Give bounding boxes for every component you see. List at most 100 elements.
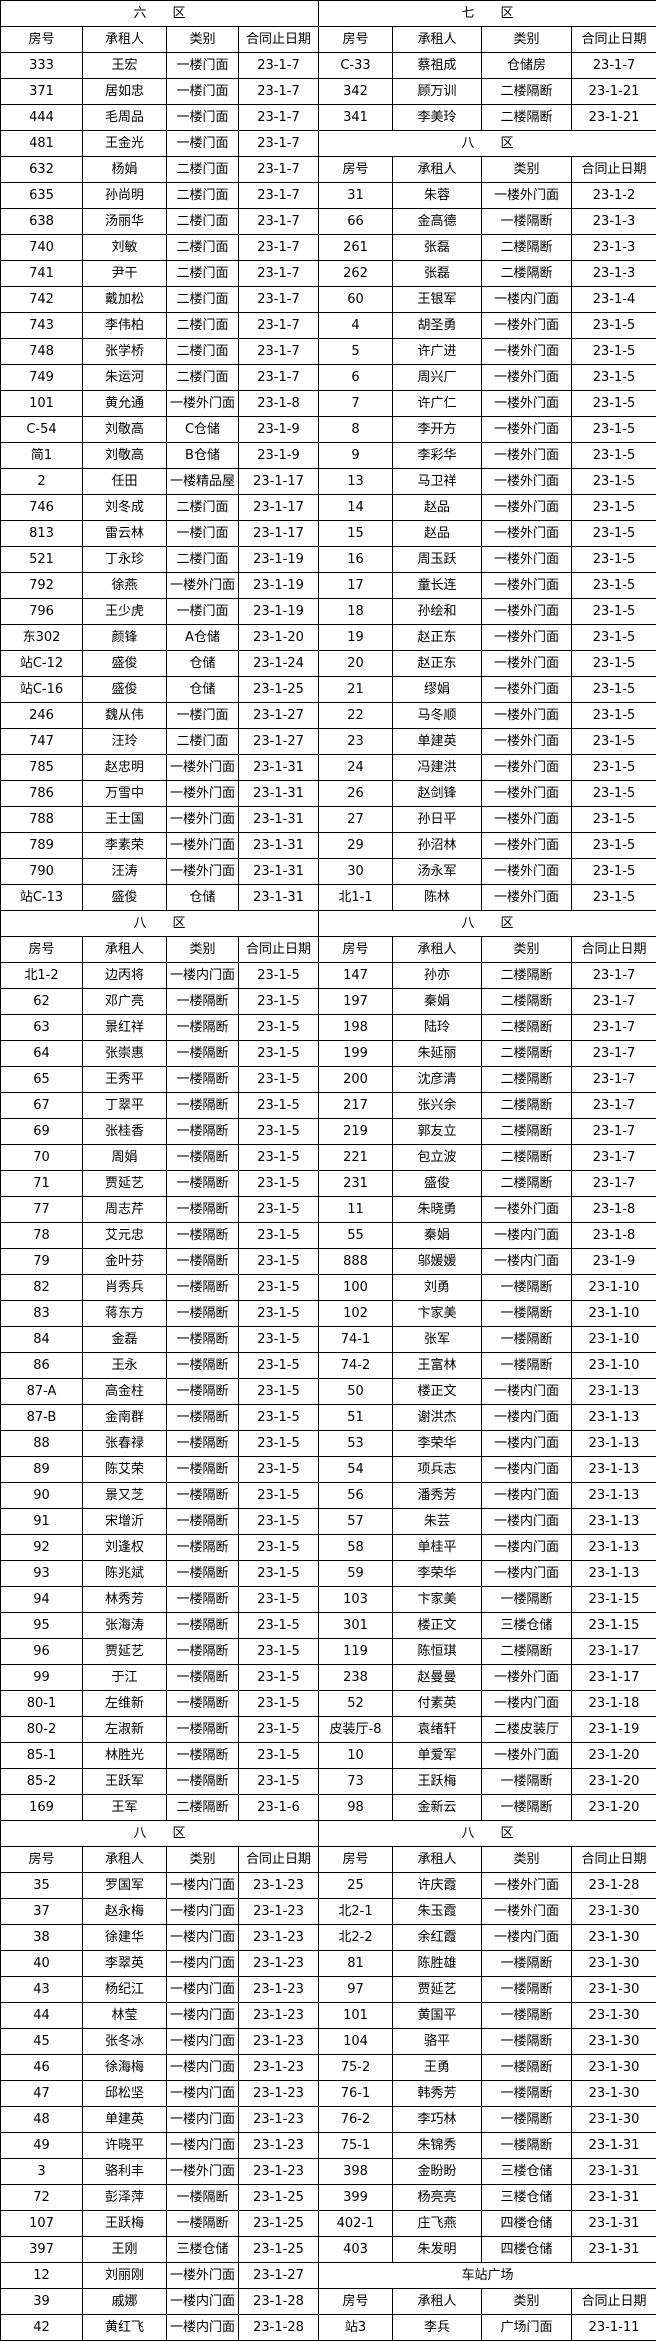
category-cell: 一楼门面 bbox=[166, 598, 239, 625]
category-cell: 一楼精品屋 bbox=[166, 468, 239, 495]
room-number-cell: 341 bbox=[318, 104, 394, 131]
table-row: 69 张桂香 一楼隔断 23-1-5 219 郭友立 二楼隔断 23-1-7 bbox=[0, 1118, 656, 1145]
category-cell: 一楼外门面 bbox=[166, 858, 239, 885]
room-number-cell: 站C-12 bbox=[0, 650, 83, 677]
category-cell: 一楼外门面 bbox=[166, 754, 239, 781]
end-date-cell: 23-1-30 bbox=[571, 2106, 656, 2133]
room-number-cell: 11 bbox=[318, 1196, 394, 1223]
end-date-cell: 23-1-7 bbox=[237, 78, 320, 105]
end-date-cell: 23-1-7 bbox=[571, 1040, 656, 1067]
end-date-cell: 23-1-17 bbox=[237, 494, 320, 521]
tenant-cell: 赵剑锋 bbox=[392, 780, 483, 807]
header-room-number: 房号 bbox=[0, 1846, 83, 1873]
room-number-cell: 35 bbox=[0, 1872, 83, 1899]
tenant-cell: 徐海梅 bbox=[82, 2054, 167, 2081]
category-cell: 二楼门面 bbox=[166, 234, 239, 261]
category-cell: 一楼外门面 bbox=[481, 884, 573, 911]
end-date-cell: 23-1-5 bbox=[571, 572, 656, 599]
room-number-cell: 52 bbox=[318, 1690, 394, 1717]
end-date-cell: 23-1-7 bbox=[571, 1118, 656, 1145]
section-title: 八 区 bbox=[318, 1820, 656, 1847]
category-cell: 一楼内门面 bbox=[481, 1560, 573, 1587]
room-number-cell: 342 bbox=[318, 78, 394, 105]
category-cell: 一楼内门面 bbox=[481, 1690, 573, 1717]
table-row: 743 李伟柏 二楼门面 23-1-7 4 胡圣勇 一楼外门面 23-1-5 bbox=[0, 312, 656, 339]
tenant-cell: 单爱军 bbox=[392, 1742, 483, 1769]
end-date-cell: 23-1-5 bbox=[237, 1326, 320, 1353]
end-date-cell: 23-1-23 bbox=[237, 1924, 320, 1951]
room-number-cell: 99 bbox=[0, 1664, 83, 1691]
end-date-cell: 23-1-13 bbox=[571, 1508, 656, 1535]
tenant-cell: 朱运河 bbox=[82, 364, 167, 391]
tenant-cell: 王刚 bbox=[82, 2236, 167, 2263]
table-row: 749 朱运河 二楼门面 23-1-7 6 周兴厂 一楼外门面 23-1-5 bbox=[0, 364, 656, 391]
room-number-cell: 80-2 bbox=[0, 1716, 83, 1743]
room-number-cell: 398 bbox=[318, 2158, 394, 2185]
room-number-cell: 785 bbox=[0, 754, 83, 781]
category-cell: 一楼内门面 bbox=[166, 1924, 239, 1951]
end-date-cell: 23-1-7 bbox=[237, 286, 320, 313]
tenant-cell: 汤丽华 bbox=[82, 208, 167, 235]
category-cell: 一楼隔断 bbox=[481, 2080, 573, 2107]
tenant-cell: 赵忠明 bbox=[82, 754, 167, 781]
table-row: 80-2 左淑新 一楼隔断 23-1-5 皮装厅-8 袁绪轩 二楼皮装厅 23-1-19 bbox=[0, 1716, 656, 1743]
table-row: 796 王少虎 一楼门面 23-1-19 18 孙绘和 一楼外门面 23-1-5 bbox=[0, 598, 656, 625]
room-number-cell: 86 bbox=[0, 1352, 83, 1379]
tenant-cell: 盛俊 bbox=[82, 676, 167, 703]
room-number-cell: 66 bbox=[318, 208, 394, 235]
tenant-cell: 韩秀芳 bbox=[392, 2080, 483, 2107]
section-title: 七 区 bbox=[318, 0, 656, 27]
tenant-cell: 丁翠平 bbox=[82, 1092, 167, 1119]
category-cell: 一楼外门面 bbox=[166, 780, 239, 807]
end-date-cell: 23-1-5 bbox=[237, 1118, 320, 1145]
category-cell: 一楼内门面 bbox=[166, 1950, 239, 1977]
end-date-cell: 23-1-31 bbox=[571, 2132, 656, 2159]
table-row: 169 王军 二楼隔断 23-1-6 98 金新云 一楼隔断 23-1-20 bbox=[0, 1794, 656, 1821]
room-number-cell: C-33 bbox=[318, 52, 394, 79]
room-number-cell: 481 bbox=[0, 130, 83, 157]
end-date-cell: 23-1-13 bbox=[571, 1482, 656, 1509]
category-cell: 广场门面 bbox=[481, 2314, 573, 2341]
category-cell: 二楼隔断 bbox=[481, 1118, 573, 1145]
category-cell: 一楼隔断 bbox=[481, 2132, 573, 2159]
tenant-cell: 楼正文 bbox=[392, 1378, 483, 1405]
tenant-cell: 王少虎 bbox=[82, 598, 167, 625]
room-number-cell: 站3 bbox=[318, 2314, 394, 2341]
end-date-cell: 23-1-20 bbox=[571, 1794, 656, 1821]
room-number-cell: 北2-2 bbox=[318, 1924, 394, 1951]
room-number-cell: 21 bbox=[318, 676, 394, 703]
table-row: 站C-13 盛俊 仓储 23-1-31 北1-1 陈林 一楼外门面 23-1-5 bbox=[0, 884, 656, 911]
header-end-date: 合同止日期 bbox=[571, 2288, 656, 2315]
room-number-cell: 16 bbox=[318, 546, 394, 573]
end-date-cell: 23-1-7 bbox=[237, 156, 320, 183]
category-cell: 二楼门面 bbox=[166, 156, 239, 183]
header-tenant: 承租人 bbox=[82, 26, 167, 53]
category-cell: 一楼内门面 bbox=[166, 962, 239, 989]
tenant-cell: 王跃梅 bbox=[82, 2210, 167, 2237]
header-tenant: 承租人 bbox=[392, 156, 483, 183]
room-number-cell: 75-1 bbox=[318, 2132, 394, 2159]
room-number-cell: 57 bbox=[318, 1508, 394, 1535]
category-cell: 一楼隔断 bbox=[481, 1976, 573, 2003]
header-tenant: 承租人 bbox=[392, 1846, 483, 1873]
end-date-cell: 23-1-5 bbox=[237, 1612, 320, 1639]
room-number-cell: 147 bbox=[318, 962, 394, 989]
category-cell: 二楼门面 bbox=[166, 494, 239, 521]
table-row: 93 陈兆斌 一楼隔断 23-1-5 59 李荣华 一楼内门面 23-1-13 bbox=[0, 1560, 656, 1587]
end-date-cell: 23-1-13 bbox=[571, 1560, 656, 1587]
category-cell: 一楼隔断 bbox=[166, 1300, 239, 1327]
room-number-cell: 17 bbox=[318, 572, 394, 599]
room-number-cell: 261 bbox=[318, 234, 394, 261]
table-row: 96 贾延艺 一楼隔断 23-1-5 119 陈恒琪 二楼隔断 23-1-17 bbox=[0, 1638, 656, 1665]
category-cell: 一楼隔断 bbox=[166, 1144, 239, 1171]
tenant-cell: 陈胜雄 bbox=[392, 1950, 483, 1977]
tenant-cell: 李素荣 bbox=[82, 832, 167, 859]
end-date-cell: 23-1-19 bbox=[237, 598, 320, 625]
category-cell: 二楼隔断 bbox=[481, 1638, 573, 1665]
end-date-cell: 23-1-30 bbox=[571, 1898, 656, 1925]
room-number-cell: 102 bbox=[318, 1300, 394, 1327]
end-date-cell: 23-1-30 bbox=[571, 1950, 656, 1977]
table-row: 91 宋增沂 一楼隔断 23-1-5 57 朱芸 一楼内门面 23-1-13 bbox=[0, 1508, 656, 1535]
category-cell: 一楼门面 bbox=[166, 78, 239, 105]
category-cell: 一楼隔断 bbox=[166, 988, 239, 1015]
